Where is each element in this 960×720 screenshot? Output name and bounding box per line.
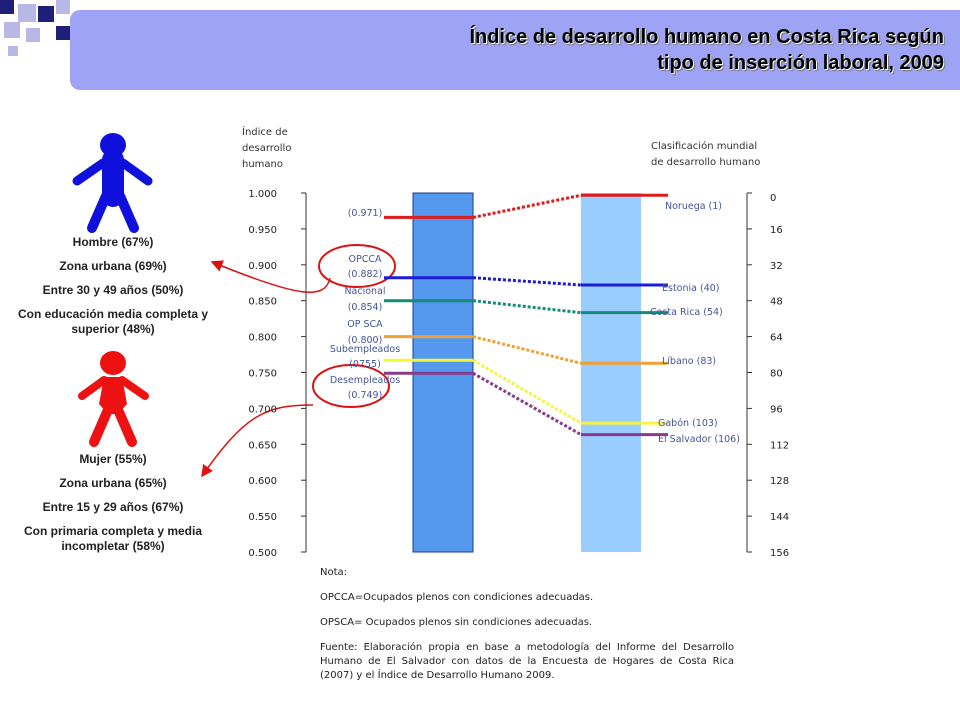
left-axis-title: humano xyxy=(242,159,283,170)
left-axis-title: desarrollo xyxy=(242,143,291,154)
hdi-series-label: (0.971) xyxy=(348,208,383,219)
hdi-series-label: Subempleados xyxy=(330,344,400,355)
left-axis-tick-label: 0.950 xyxy=(248,225,277,236)
male-line: Hombre (67%) xyxy=(72,235,154,249)
title-line-1: Índice de desarrollo humano en Costa Ric… xyxy=(469,26,944,48)
page-title: Índice de desarrollo humano en Costa Ric… xyxy=(244,24,944,76)
corner-square xyxy=(26,28,40,42)
female-line: Entre 15 y 29 años (67%) xyxy=(42,500,184,514)
corner-square xyxy=(56,0,70,14)
male-line: Entre 30 y 49 años (50%) xyxy=(42,283,184,297)
connector-line xyxy=(472,299,582,315)
hdi-series-label: (0.749) xyxy=(348,390,383,401)
corner-square xyxy=(0,0,14,14)
title-line-2: tipo de inserción laboral, 2009 xyxy=(657,52,944,74)
ranking-series-label: El Salvador (106) xyxy=(658,434,740,445)
female-line: Mujer (55%) xyxy=(79,452,147,466)
hdi-series-label: Nacional xyxy=(344,286,385,297)
ranking-series-label: Estonia (40) xyxy=(662,283,720,294)
corner-square xyxy=(38,6,54,22)
hdi-series-label: OPCCA xyxy=(349,254,382,265)
male-line: Con educación media completa y superior … xyxy=(17,307,209,336)
right-axis-tick-label: 112 xyxy=(770,440,789,451)
female-profile-text: Mujer (55%) Zona urbana (65%) Entre 15 y… xyxy=(3,452,223,563)
right-axis-tick-label: 48 xyxy=(770,297,783,308)
hdi-series-label: OP SCA xyxy=(347,319,383,330)
female-line: Zona urbana (65%) xyxy=(59,476,167,490)
note-source: Fuente: Elaboración propia en base a met… xyxy=(320,642,734,681)
right-axis-tick-label: 64 xyxy=(770,333,783,344)
ranking-series-label: Costa Rica (54) xyxy=(650,307,723,318)
left-axis-tick-label: 0.550 xyxy=(248,512,277,523)
right-axis-tick-label: 128 xyxy=(770,476,789,487)
left-axis-tick-label: 0.850 xyxy=(248,297,277,308)
hdi-series-label: (0755) xyxy=(349,359,381,370)
connector-line xyxy=(472,335,582,365)
male-profile-text: Hombre (67%) Zona urbana (69%) Entre 30 … xyxy=(3,235,223,346)
left-axis-tick-label: 0.900 xyxy=(248,261,277,272)
left-axis-tick-label: 0.650 xyxy=(248,440,277,451)
corner-square xyxy=(4,22,20,38)
left-axis-tick-label: 0.750 xyxy=(248,369,277,380)
left-axis-tick-label: 0.600 xyxy=(248,476,277,487)
hdi-series-label: (0.800) xyxy=(348,335,383,346)
male-line: Zona urbana (69%) xyxy=(59,259,167,273)
note-heading: Nota: xyxy=(320,567,348,578)
left-axis-title: Índice de xyxy=(242,125,288,138)
right-axis-title: Clasificación mundial xyxy=(651,140,757,152)
connector-line xyxy=(472,358,582,425)
right-axis-tick-label: 32 xyxy=(770,261,783,272)
corner-square xyxy=(56,26,70,40)
right-axis-tick-label: 80 xyxy=(770,369,783,380)
right-axis-tick-label: 0 xyxy=(770,193,776,204)
right-axis-tick-label: 144 xyxy=(770,512,789,523)
right-axis-title: de desarrollo humano xyxy=(651,157,760,168)
notes-block: Nota: OPCCA=Ocupados plenos con condicio… xyxy=(320,566,734,694)
ranking-series-label: Gabón (103) xyxy=(658,418,718,429)
title-banner: Índice de desarrollo humano en Costa Ric… xyxy=(70,10,960,90)
right-axis-tick-label: 96 xyxy=(770,404,783,415)
left-axis-tick-label: 0.800 xyxy=(248,333,277,344)
ranking-series-label: Noruega (1) xyxy=(665,201,722,212)
ranking-bar xyxy=(581,193,641,552)
connector-line xyxy=(472,371,582,436)
left-axis-tick-label: 0.500 xyxy=(248,548,277,559)
female-line: Con primaria completa y media incompleta… xyxy=(23,524,203,553)
connector-line xyxy=(472,193,582,219)
right-axis-tick-label: 156 xyxy=(770,548,789,559)
left-axis-tick-label: 0.700 xyxy=(248,404,277,415)
left-axis-tick-label: 1.000 xyxy=(248,189,277,200)
ranking-series-label: Líbano (83) xyxy=(662,356,716,367)
right-axis-tick-label: 16 xyxy=(770,225,783,236)
hdi-series-label: (0.882) xyxy=(348,269,383,280)
corner-square xyxy=(8,46,18,56)
hdi-series-label: Desempleados xyxy=(330,375,400,386)
note-opsca: OPSCA= Ocupados plenos sin condiciones a… xyxy=(320,617,593,628)
hdi-series-label: (0.854) xyxy=(348,302,383,313)
note-opcca: OPCCA=Ocupados plenos con condiciones ad… xyxy=(320,592,594,603)
connector-line xyxy=(472,276,582,287)
corner-square xyxy=(18,4,36,22)
